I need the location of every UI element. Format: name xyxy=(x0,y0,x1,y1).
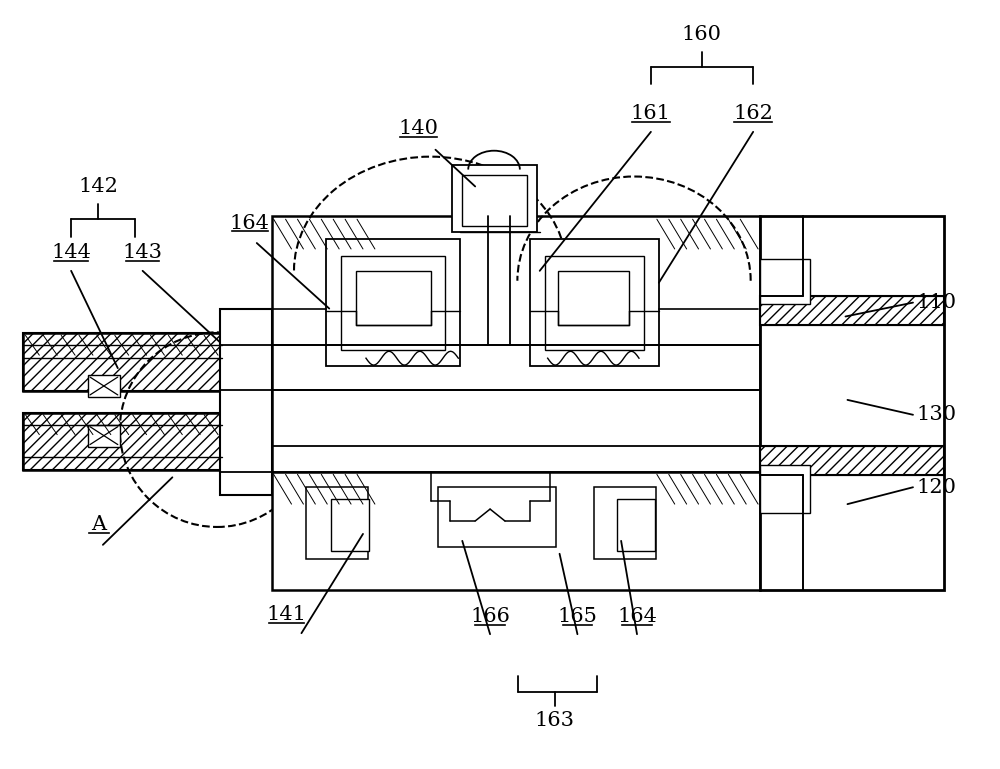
Text: 141: 141 xyxy=(267,605,307,624)
Bar xyxy=(23,334,222,391)
Bar xyxy=(760,465,810,513)
Bar xyxy=(617,499,655,551)
Text: 110: 110 xyxy=(917,293,957,312)
Bar xyxy=(462,175,527,226)
Text: 160: 160 xyxy=(682,25,722,44)
Bar xyxy=(341,256,445,350)
Bar xyxy=(326,239,460,366)
Text: 162: 162 xyxy=(733,105,773,124)
Bar xyxy=(594,488,656,559)
Bar xyxy=(760,295,944,325)
Text: 140: 140 xyxy=(399,119,439,138)
Bar xyxy=(356,271,431,325)
Bar xyxy=(331,499,369,551)
Bar xyxy=(272,216,760,492)
Bar xyxy=(23,413,222,471)
Text: 163: 163 xyxy=(535,711,575,730)
Text: 164: 164 xyxy=(617,607,657,626)
Text: 130: 130 xyxy=(917,405,957,424)
Bar xyxy=(760,445,944,475)
Bar xyxy=(88,424,120,447)
Text: 164: 164 xyxy=(230,214,270,233)
Bar xyxy=(452,165,537,232)
Bar xyxy=(760,445,944,475)
Text: 142: 142 xyxy=(78,177,118,196)
Text: 165: 165 xyxy=(557,607,597,626)
Text: 161: 161 xyxy=(631,105,671,124)
Bar xyxy=(760,295,944,325)
Bar xyxy=(23,413,222,471)
Bar xyxy=(23,334,222,391)
Bar xyxy=(760,259,810,304)
Bar xyxy=(760,216,944,590)
Text: 144: 144 xyxy=(51,244,91,262)
Text: 166: 166 xyxy=(470,607,510,626)
Bar xyxy=(545,256,644,350)
Bar xyxy=(272,472,760,590)
Bar xyxy=(558,271,629,325)
Text: A: A xyxy=(91,515,106,534)
Bar xyxy=(220,308,272,495)
Bar xyxy=(88,375,120,397)
Text: 143: 143 xyxy=(123,244,163,262)
Bar xyxy=(530,239,659,366)
Bar xyxy=(306,488,368,559)
Text: 120: 120 xyxy=(917,478,957,497)
Bar xyxy=(438,488,556,547)
